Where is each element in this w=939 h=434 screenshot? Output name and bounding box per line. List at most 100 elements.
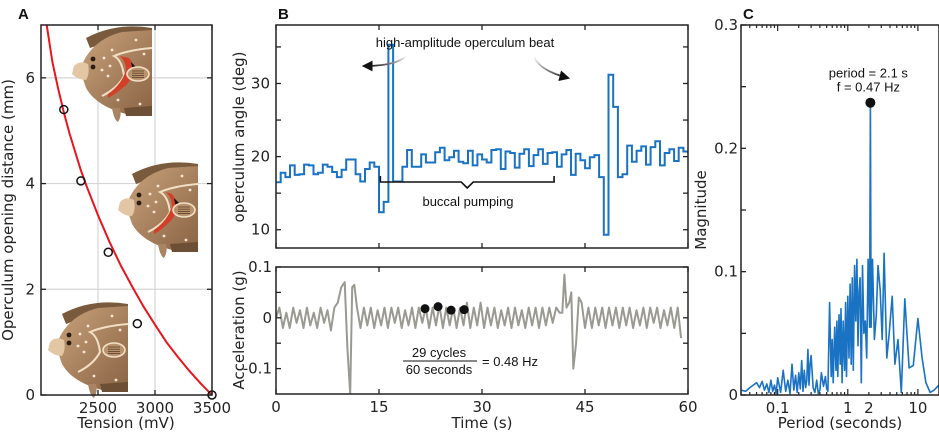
- fish-open-operculum-image: [72, 26, 153, 122]
- formula-denominator: 60 seconds: [406, 362, 473, 377]
- panel-a-ticks: 2500 3000 3500 0 2 4 6: [25, 25, 231, 417]
- y-tick-label: 0: [262, 309, 272, 327]
- panel-label-a: A: [18, 6, 29, 23]
- cycle-marker: [420, 304, 430, 314]
- fish-operculum-outline: [101, 47, 153, 97]
- panel-label-b: B: [278, 6, 289, 23]
- fish-lower-fin: [124, 106, 152, 116]
- panel-b-top: B 10 20 30 operculum angle (deg) high-ampl…: [230, 6, 689, 249]
- panel-b-top-frame: [275, 24, 689, 249]
- spectrum-series: [741, 101, 939, 395]
- fish-spot: [146, 204, 150, 208]
- x-tick-label: 15: [369, 398, 388, 416]
- fish-operculum-outline: [77, 323, 129, 373]
- formula-result: = 0.48 Hz: [482, 354, 538, 369]
- fish-mouth: [118, 198, 135, 216]
- fish-pelvic-fin: [158, 244, 167, 258]
- y-tick-label: 30: [251, 74, 270, 92]
- fish-pectoral-fin: [102, 342, 126, 358]
- y-tick-label: 20: [251, 148, 270, 166]
- acceleration-series: [276, 273, 683, 394]
- fish-spot: [116, 98, 120, 102]
- fish-eye: [66, 340, 72, 346]
- fish-spot: [134, 38, 138, 42]
- panel-b-bottom-ticks: 0 15 30 45 60 -0.1 0 0.1: [243, 258, 698, 416]
- y-tick-label: 0.3: [714, 16, 738, 34]
- fish-pelvic-fin: [112, 108, 121, 122]
- acceleration-line: [276, 273, 683, 394]
- x-tick-label: 2: [864, 399, 874, 417]
- data-point: [103, 247, 114, 258]
- fish-pelvic-fin: [88, 384, 97, 398]
- operculum-angle-series: [276, 43, 688, 236]
- fish-spot: [86, 324, 90, 328]
- fish-spot: [118, 328, 122, 332]
- fish-spot: [142, 52, 146, 56]
- operculum-angle-line: [276, 43, 688, 236]
- y-tick-label: 0.1: [248, 258, 272, 276]
- x-tick-label: 2500: [79, 399, 117, 417]
- fish-spot: [102, 56, 106, 60]
- panel-label-c: C: [743, 6, 754, 23]
- data-point: [59, 104, 69, 115]
- fish-mouth: [48, 338, 65, 356]
- peak-label-period: period = 2.1 s: [829, 66, 909, 81]
- panel-a-frame: [40, 24, 213, 396]
- fish-spot: [82, 350, 86, 354]
- fish-partially-open-operculum-image: [118, 162, 199, 258]
- buccal-pumping-brace: [379, 176, 555, 190]
- panel-c-ylabel: Magnitude: [692, 170, 710, 249]
- fish-spot: [156, 184, 160, 188]
- fish-gill-opening: [154, 192, 177, 234]
- peak-label-frequency: f = 0.47 Hz: [837, 80, 900, 95]
- panel-b-bottom: 0 15 30 45 60 -0.1 0 0.1 Time (s) Acceleration …: [230, 258, 698, 432]
- x-tick-label: 3000: [136, 399, 174, 417]
- x-tick-label: 10: [908, 399, 927, 417]
- fish-eye: [136, 192, 142, 198]
- panel-c-xlabel: Period (seconds): [778, 414, 903, 432]
- fish-spot: [148, 192, 152, 196]
- peak-marker: [865, 97, 876, 108]
- panel-c: C 0.1 1 2 10 0 0.1 0.2 0.3 period = 2.1 s f = 0…: [692, 6, 939, 432]
- y-tick-label: 6: [25, 69, 35, 87]
- cycle-markers: [420, 302, 469, 315]
- y-tick-label: 0.2: [714, 139, 738, 157]
- y-tick-label: 0.1: [714, 263, 738, 281]
- fish-mouth: [72, 62, 89, 80]
- x-tick-label: 3500: [193, 399, 231, 417]
- fish-eye: [66, 332, 72, 338]
- fish-eye: [90, 56, 96, 62]
- panel-b-bottom-frame: [275, 266, 689, 395]
- fish-spot: [76, 344, 80, 348]
- fish-lower-fin: [100, 382, 128, 392]
- data-point: [76, 176, 86, 186]
- formula-numerator: 29 cycles: [412, 345, 467, 360]
- y-tick-label: 0: [25, 386, 35, 404]
- fish-spot: [84, 340, 88, 344]
- cycle-marker: [446, 305, 456, 315]
- fish-spot: [100, 68, 104, 72]
- panel-a-fit-curve: [45, 25, 212, 395]
- beat-annotation: high-amplitude operculum beat: [376, 35, 555, 50]
- fish-lower-fin: [170, 242, 198, 252]
- fish-eye: [136, 200, 142, 206]
- fit-curve-line: [45, 25, 212, 395]
- y-tick-label: 2: [25, 280, 35, 298]
- y-tick-label: 4: [25, 175, 35, 193]
- x-tick-label: 1: [843, 399, 853, 417]
- y-tick-label: -0.1: [243, 360, 272, 378]
- fish-spot: [184, 238, 188, 242]
- panel-a: A 2500 3000 3500 0 2 4 6 Tension (mV) Operculu…: [0, 6, 231, 432]
- panel-b-bottom-ylabel: Acceleration (g): [230, 270, 248, 389]
- fish-operculum-outline: [147, 183, 199, 233]
- x-tick-label: 30: [472, 398, 491, 416]
- panel-a-xlabel: Tension (mV): [76, 414, 174, 432]
- fish-spot: [188, 188, 192, 192]
- panel-a-fish-images: [48, 26, 199, 398]
- fish-spot: [152, 210, 156, 214]
- x-tick-label: 0: [271, 398, 281, 416]
- fish-spot: [108, 64, 112, 68]
- panel-b-top-ylabel: operculum angle (deg): [230, 52, 248, 223]
- fish-spot: [78, 332, 82, 336]
